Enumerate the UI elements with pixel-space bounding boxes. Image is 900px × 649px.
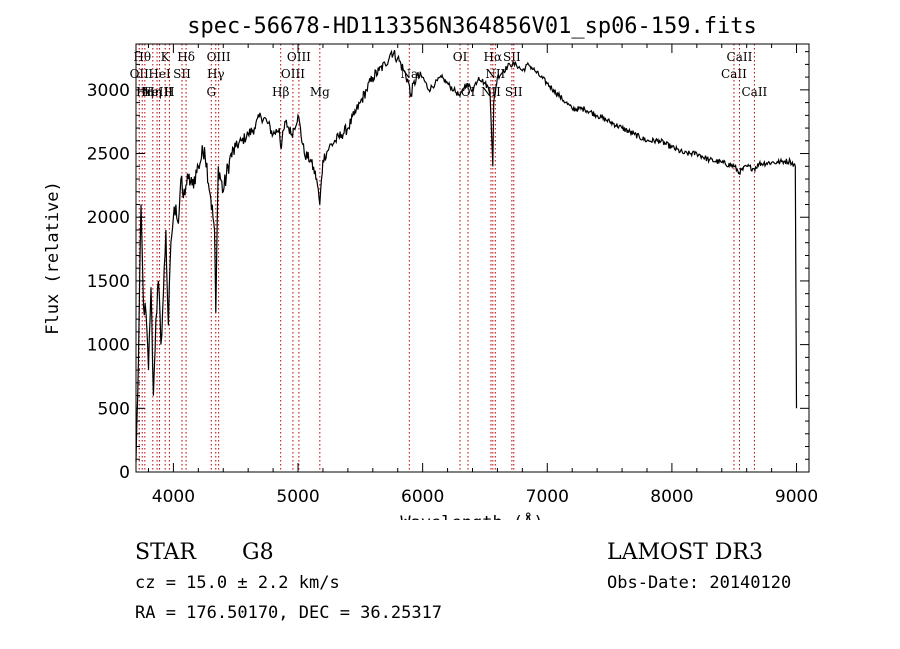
chart-title: spec-56678-HD113356N364856V01_sp06-159.f…: [187, 14, 757, 39]
y-tick-label: 1000: [87, 336, 130, 356]
y-tick-label: 500: [98, 399, 130, 419]
y-axis-label: Flux (relative): [43, 181, 63, 335]
line-marker-label: SII: [505, 85, 523, 99]
spectrum-line: [135, 49, 798, 462]
object-class: STAR: [135, 540, 196, 565]
spectrum-plot: spec-56678-HD113356N364856V01_sp06-159.f…: [43, 14, 818, 520]
y-tick-label: 2000: [87, 208, 130, 228]
line-marker-label: Hα: [484, 50, 503, 64]
line-marker-label: G: [206, 85, 216, 99]
survey-name: LAMOST DR3: [607, 540, 763, 565]
x-tick-label: 7000: [526, 487, 569, 507]
y-tick-label: 2500: [87, 145, 130, 165]
y-tick-label: 0: [119, 463, 130, 483]
line-marker-label: CaII: [721, 67, 747, 81]
x-axis-label: Wavelength (Å): [400, 511, 543, 520]
x-tick-label: 8000: [650, 487, 693, 507]
line-marker-label: Mg: [310, 85, 330, 99]
line-marker-label: NII: [481, 85, 501, 99]
line-marker-label: NII: [485, 67, 505, 81]
y-tick-label: 3000: [87, 81, 130, 101]
line-marker-label: OIII: [287, 50, 311, 64]
line-marker-label: OIII: [207, 50, 231, 64]
observation-date: Obs-Date: 20140120: [607, 573, 792, 593]
line-marker-label: OI: [453, 50, 468, 64]
line-marker-label: SII: [503, 50, 521, 64]
line-marker-label: H: [164, 85, 174, 99]
x-axis-ticks: 4000 5000 6000 7000 8000 9000: [147, 44, 818, 507]
x-tick-label: 5000: [276, 487, 319, 507]
coordinates: RA = 176.50170, DEC = 36.25317: [135, 603, 443, 623]
line-marker-label: Hδ: [177, 50, 195, 64]
line-marker-label: SII: [173, 67, 191, 81]
plot-frame: [135, 43, 810, 473]
line-marker-label: CaII: [727, 50, 753, 64]
line-marker-label: OII: [130, 67, 150, 81]
x-tick-label: 9000: [775, 487, 818, 507]
line-marker-label: Hβ: [272, 85, 289, 99]
x-tick-label: 6000: [401, 487, 444, 507]
line-marker-label: Hγ: [207, 67, 225, 81]
object-subclass: G8: [242, 540, 274, 565]
line-marker-label: Hθ: [133, 50, 151, 64]
y-axis-ticks: 0 500 1000 1500 2000 2500 3000: [87, 51, 809, 483]
x-tick-label: 4000: [152, 487, 195, 507]
redshift-value: cz = 15.0 ± 2.2 km/s: [135, 573, 340, 593]
line-marker-label: CaII: [741, 85, 767, 99]
spectral-line-markers: OIIHθHηHηNeIIIHeIKHSIIHδGHγOIIIHβOIIIOII…: [130, 44, 768, 472]
line-marker-label: Hη: [136, 85, 154, 99]
y-tick-label: 1500: [87, 272, 130, 292]
line-marker-label: K: [161, 50, 171, 64]
line-marker-label: HeI: [148, 67, 171, 81]
line-marker-label: OIII: [281, 67, 305, 81]
